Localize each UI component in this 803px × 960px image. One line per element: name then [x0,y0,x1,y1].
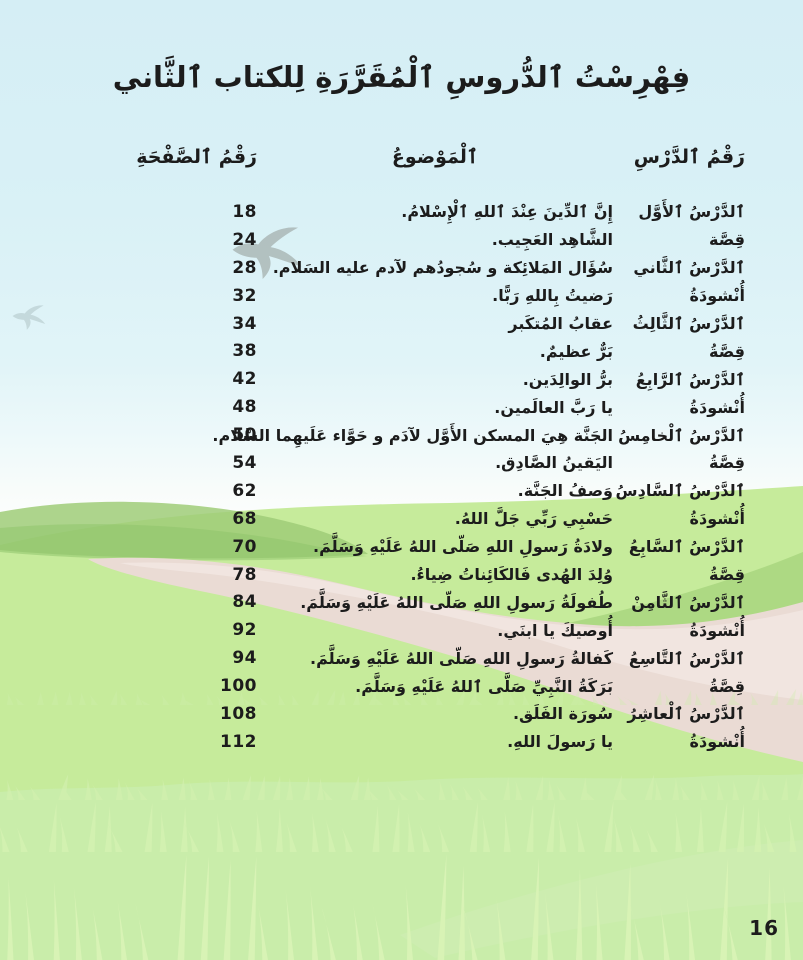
toc-row: ٱلدَّرْسُ ٱلثَّاني سُؤَال المَلائِكة و س… [127,254,745,282]
topic-cell: طُفولَةُ رَسولِ اللهِ صَلّى اللهُ عَلَيْ… [300,592,613,612]
topic-cell: يا رَسولَ اللهِ. [507,732,613,752]
topic-cell: برُّ الوالِدَين. [522,369,613,389]
topic-cell: الجَنَّة هِيَ المسكن الأَوَّل لآدَم و حَ… [212,425,613,445]
page-number-cell: 34 [232,313,257,334]
toc-row: ٱلدَّرْسُ ٱلرَّابِعُ برُّ الوالِدَين. 42 [127,365,745,393]
page-title: فِهْرِسْتُ ٱلدُّروسِ ٱلْمُقَرَّرَةِ لِلك… [112,60,691,94]
topic-cell: الشَّاهِد العَجِيب. [491,230,613,250]
toc-row: ٱلدَّرْسُ ٱلسَّابِعُ ولادَةُ رَسولِ الله… [127,533,745,561]
page-number-cell: 32 [232,285,257,306]
toc-row: قِصَّة الشَّاهِد العَجِيب. 24 [127,226,745,254]
page-number-cell: 68 [232,508,257,529]
toc-row: قِصَّةُ وُلِدَ الهُدى فَالكَائِناتُ ضِيا… [127,561,745,589]
bird-icon [12,305,46,330]
topic-cell: حَسْبِي رَبِّي جَلَّ اللهُ. [454,509,613,529]
lesson-number-cell: ٱلدَّرْسُ ٱلرَّابِعُ [635,369,745,389]
topic-cell: وُلِدَ الهُدى فَالكَائِناتُ ضِياءُ. [410,565,613,585]
page-number-cell: 78 [232,564,257,585]
toc-row: أُنْشودَةُ يا رَبَّ العالَمين. 48 [127,393,745,421]
bird-icon [232,227,302,280]
page-number-cell: 48 [232,397,257,418]
topic-cell: أُوصيكَ يا ابنَي. [497,620,613,640]
toc-row: ٱلدَّرْسُ ٱلسَّادِسُ وَصفُ الجَنَّة. 62 [127,477,745,505]
lesson-number-cell: قِصَّةُ [709,676,745,696]
lesson-number-cell: ٱلدَّرْسُ ٱلسَّادِسُ [615,481,745,501]
page-number-header: رَقْمُ ٱلصَّفْحَةِ [136,146,257,168]
topic-cell: بَرٌّ عظيمٌ. [539,341,613,361]
toc-row: أُنْشودَةُ رَضيتُ بِاللهِ رَبًّا. 32 [127,282,745,310]
lesson-number-cell: أُنْشودَةُ [689,620,745,640]
page-number-cell: 50 [232,425,257,446]
toc-row: قِصَّةُ اليَقينُ الصَّادِق. 54 [127,449,745,477]
folio-page-number: 16 [749,916,779,940]
toc-row: ٱلدَّرْسُ ٱلْعاشِرُ سُورَة الفَلَق. 108 [127,700,745,728]
page-number-cell: 18 [232,201,257,222]
lesson-number-cell: أُنْشودَةُ [689,397,745,417]
page-number-cell: 42 [232,369,257,390]
lesson-number-cell: ٱلدَّرْسُ ٱلتَّاسِعُ [628,648,745,668]
path-shape [88,557,803,762]
toc-row: أُنْشودَةُ يا رَسولَ اللهِ. 112 [127,728,745,756]
right-hill-shape [545,552,803,636]
lesson-number-cell: قِصَّة [709,230,745,250]
lesson-number-cell: قِصَّةُ [709,341,745,361]
topic-cell: عقابُ المُتكَبر [508,314,613,333]
toc-row: قِصَّةُ بَرٌّ عظيمٌ. 38 [127,337,745,365]
topic-header: ٱلْمَوْضوعُ [391,146,479,168]
page-number-cell: 112 [220,731,257,752]
topic-cell: كَفالةُ رَسولِ اللهِ صَلّى اللهُ عَلَيْه… [310,648,613,668]
topic-cell: بَرَكَةُ النَّبِيِّ صَلَّى ٱللهُ عَلَيْه… [355,676,613,696]
toc-row: أُنْشودَةُ أُوصيكَ يا ابنَي. 92 [127,616,745,644]
topic-cell: ولادَةُ رَسولِ اللهِ صَلّى اللهُ عَلَيْه… [313,537,613,557]
lesson-number-cell: ٱلدَّرْسُ ٱلأَوَّل [638,202,745,222]
toc-row: ٱلدَّرْسُ ٱلأَوَّل إِنَّ ٱلدِّينَ عِنْدَ… [127,198,745,226]
topic-cell: إِنَّ ٱلدِّينَ عِنْدَ ٱللهِ ٱلْإِسْلامُ. [401,202,613,222]
page-number-cell: 108 [220,703,257,724]
page-number-cell: 94 [232,648,257,669]
lesson-number-cell: قِصَّةُ [709,565,745,585]
page-number-cell: 24 [232,229,257,250]
toc-body: ٱلدَّرْسُ ٱلأَوَّل إِنَّ ٱلدِّينَ عِنْدَ… [127,198,745,756]
topic-cell: سُورَة الفَلَق. [512,704,613,724]
toc-row: ٱلدَّرْسُ ٱلتَّاسِعُ كَفالةُ رَسولِ الله… [127,644,745,672]
lesson-number-cell: أُنْشودَةُ [689,286,745,306]
lesson-number-cell: قِصَّةُ [709,453,745,473]
lesson-number-header: رَقْمُ ٱلدَّرْسِ [633,146,745,168]
lesson-number-cell: ٱلدَّرْسُ ٱلْخامِسُ [618,425,745,445]
page-number-cell: 100 [220,676,257,697]
page-number-cell: 70 [232,536,257,557]
toc-row: أُنْشودَةُ حَسْبِي رَبِّي جَلَّ اللهُ. 6… [127,505,745,533]
topic-cell: سُؤَال المَلائِكة و سُجودُهم لآدم عليه ا… [272,258,613,278]
lesson-number-cell: أُنْشودَةُ [689,509,745,529]
lesson-number-cell: ٱلدَّرْسُ ٱلثَّالِثُ [632,314,745,333]
toc-header-row: رَقْمُ ٱلدَّرْسِ ٱلْمَوْضوعُ رَقْمُ ٱلصَ… [127,140,745,174]
topic-cell: اليَقينُ الصَّادِق. [495,453,613,473]
toc-row: قِصَّةُ بَرَكَةُ النَّبِيِّ صَلَّى ٱللهُ… [127,672,745,700]
page-number-cell: 38 [232,341,257,362]
path-highlight [120,562,803,700]
lesson-number-cell: ٱلدَّرْسُ ٱلْعاشِرُ [627,704,745,724]
page-number-cell: 84 [232,592,257,613]
toc-row: ٱلدَّرْسُ ٱلثَّامِنْ طُفولَةُ رَسولِ الل… [127,588,745,616]
lesson-number-cell: ٱلدَّرْسُ ٱلثَّامِنْ [631,592,745,612]
lesson-number-cell: ٱلدَّرْسُ ٱلثَّاني [633,258,745,278]
page-number-cell: 54 [232,452,257,473]
page-number-cell: 92 [232,620,257,641]
toc-table: رَقْمُ ٱلدَّرْسِ ٱلْمَوْضوعُ رَقْمُ ٱلصَ… [127,140,745,756]
topic-cell: رَضيتُ بِاللهِ رَبًّا. [492,286,613,306]
left-hill-shadow [0,524,368,561]
topic-cell: وَصفُ الجَنَّة. [517,481,613,501]
page-number-cell: 62 [232,480,257,501]
toc-row: ٱلدَّرْسُ ٱلْخامِسُ الجَنَّة هِيَ المسكن… [127,421,745,449]
lesson-number-cell: أُنْشودَةُ [689,732,745,752]
grass-texture [0,689,803,960]
lesson-number-cell: ٱلدَّرْسُ ٱلسَّابِعُ [628,537,745,557]
pale-grass-overlay [0,774,803,960]
page-number-cell: 28 [232,257,257,278]
topic-cell: يا رَبَّ العالَمين. [494,397,613,417]
toc-row: ٱلدَّرْسُ ٱلثَّالِثُ عقابُ المُتكَبر 34 [127,310,745,338]
